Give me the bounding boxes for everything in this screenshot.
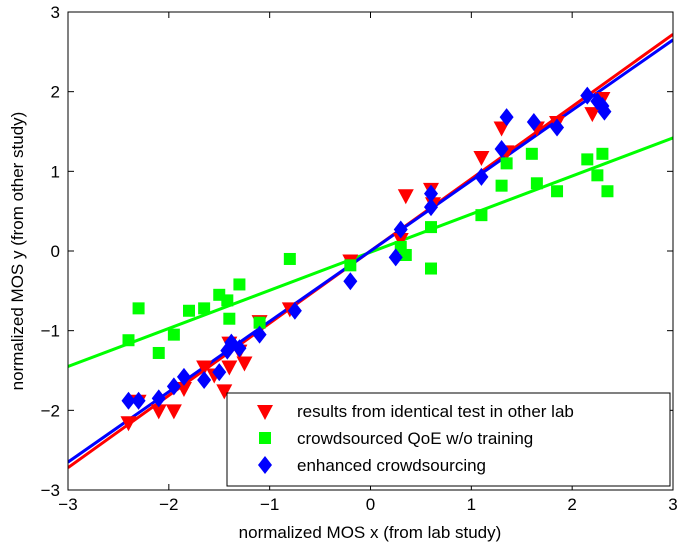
data-point-s1-9 (233, 278, 246, 291)
data-point-s1-3 (167, 328, 180, 341)
data-point-s2-1 (131, 391, 146, 410)
data-point-s2-6 (212, 363, 227, 382)
data-point-s2-9 (232, 339, 247, 358)
data-point-s1-23 (581, 153, 594, 166)
data-point-s0-15 (392, 233, 409, 249)
legend-label-2: enhanced crowdsourcing (297, 456, 486, 475)
data-point-s2-11 (287, 301, 302, 320)
x-tick-label-4: 1 (467, 495, 476, 514)
legend-marker-1 (259, 432, 271, 444)
data-point-s1-10 (253, 316, 266, 329)
data-point-s1-7 (221, 294, 234, 307)
data-point-s1-4 (183, 304, 195, 317)
data-markers (120, 86, 614, 432)
x-axis-label: normalized MOS x (from lab study) (239, 523, 502, 542)
fit-line-2 (68, 38, 673, 464)
data-point-s1-26 (601, 185, 614, 198)
legend: results from identical test in other lab… (226, 392, 671, 487)
data-point-s1-18 (495, 179, 508, 192)
data-point-s1-11 (283, 252, 296, 265)
data-point-s2-0 (121, 391, 136, 410)
data-point-s1-19 (500, 157, 513, 170)
data-point-s1-25 (596, 147, 609, 160)
data-point-s2-10 (252, 325, 267, 344)
data-point-s1-0 (122, 334, 135, 347)
data-point-s2-20 (526, 112, 541, 131)
data-point-s1-20 (525, 147, 538, 160)
x-tick-label-1: −2 (159, 495, 178, 514)
data-point-s2-22 (580, 86, 595, 105)
data-point-s0-7 (216, 384, 233, 400)
data-point-s2-14 (393, 220, 408, 239)
data-point-s2-15 (424, 198, 438, 217)
y-tick-label-6: 3 (51, 3, 60, 22)
data-point-s1-22 (551, 185, 564, 198)
data-point-s1-2 (152, 346, 165, 359)
x-tick-label-3: 0 (366, 495, 375, 514)
data-point-s2-19 (499, 108, 514, 127)
data-point-s0-11 (236, 356, 253, 372)
x-tick-label-2: −1 (260, 495, 279, 514)
y-tick-label-4: 1 (51, 162, 60, 181)
data-point-s0-5 (196, 360, 213, 376)
y-tick-label-0: −3 (41, 481, 60, 500)
data-point-s1-16 (425, 262, 437, 275)
data-point-s0-0 (120, 416, 137, 432)
data-point-s1-21 (530, 177, 543, 190)
data-point-s2-12 (343, 272, 358, 291)
data-point-s0-16 (397, 189, 414, 205)
data-point-s1-17 (475, 209, 488, 222)
data-point-s2-13 (388, 248, 403, 267)
y-tick-label-3: 0 (51, 242, 60, 261)
data-point-s0-19 (473, 150, 490, 166)
data-point-s2-17 (474, 167, 489, 186)
data-point-s1-1 (132, 302, 145, 315)
data-point-s2-4 (176, 367, 191, 386)
x-tick-label-6: 3 (668, 495, 677, 514)
data-point-s0-8 (221, 360, 238, 376)
legend-label-1: crowdsourced QoE w/o training (297, 429, 533, 448)
data-point-s0-2 (150, 404, 167, 420)
data-point-s0-20 (493, 121, 510, 137)
data-point-s1-5 (198, 302, 211, 315)
legend-box (226, 392, 671, 487)
data-point-s2-3 (166, 377, 181, 396)
legend-marker-2 (258, 456, 272, 474)
y-tick-label-2: −1 (41, 322, 60, 341)
data-point-s0-3 (165, 404, 182, 420)
y-tick-label-5: 2 (51, 83, 60, 102)
data-point-s2-16 (424, 184, 438, 203)
data-point-s2-2 (151, 389, 166, 408)
x-tick-label-5: 2 (567, 495, 576, 514)
data-point-s1-12 (344, 259, 357, 272)
legend-label-0: results from identical test in other lab (297, 402, 574, 421)
data-point-s1-14 (399, 248, 412, 261)
y-axis-label: normalized MOS y (from other study) (8, 112, 27, 391)
data-point-s2-5 (197, 371, 212, 390)
data-point-s2-21 (550, 118, 565, 137)
x-tick-label-0: −3 (58, 495, 77, 514)
fit-lines (68, 33, 673, 469)
y-tick-label-1: −2 (41, 401, 60, 420)
data-point-s1-15 (425, 221, 437, 234)
data-point-s2-25 (597, 102, 612, 121)
data-point-s0-24 (584, 107, 601, 123)
legend-marker-0 (257, 405, 273, 420)
axes: −3−3 −2 −2 −1 −1 0 0 1 1 2 2 3 3 (41, 3, 678, 514)
data-point-s1-24 (591, 169, 604, 182)
data-point-s2-18 (494, 140, 509, 159)
data-point-s1-8 (223, 312, 236, 325)
